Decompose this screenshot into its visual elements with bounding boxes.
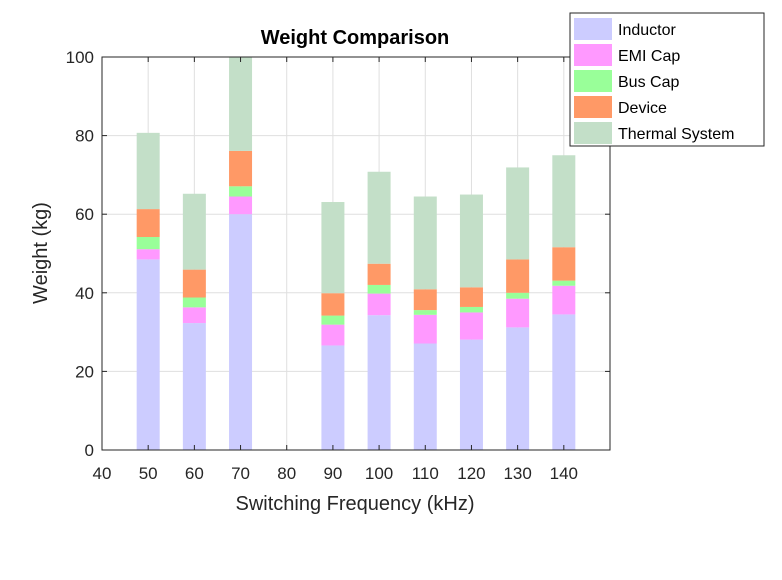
bar-segment-inductor (136, 259, 160, 450)
bar-segment-inductor (367, 315, 391, 450)
bar-segment-thermal-system (321, 202, 345, 294)
x-tick-label: 70 (231, 464, 250, 483)
bar-segment-bus-cap (413, 310, 437, 315)
bar-segment-emi-cap (367, 293, 391, 316)
legend-label: Device (618, 100, 667, 117)
legend-label: EMI Cap (618, 48, 680, 65)
bar-segment-thermal-system (459, 194, 483, 288)
bar-segment-device (136, 209, 160, 237)
bar-segment-thermal-system (552, 155, 576, 248)
bar-segment-bus-cap (367, 284, 391, 294)
bar-segment-inductor (182, 323, 206, 450)
bar-segment-bus-cap (229, 186, 253, 197)
bar-segment-inductor (321, 345, 345, 450)
bar-segment-inductor (413, 343, 437, 450)
y-tick-label: 100 (66, 48, 94, 67)
y-tick-label: 40 (75, 284, 94, 303)
legend-label: Bus Cap (618, 74, 679, 91)
x-axis-label: Switching Frequency (kHz) (236, 493, 475, 515)
x-tick-label: 100 (365, 464, 393, 483)
bar-segment-device (182, 269, 206, 298)
bar-segment-inductor (229, 214, 253, 450)
legend-swatch (574, 70, 612, 92)
bar-segment-thermal-system (506, 167, 530, 260)
x-tick-label: 120 (457, 464, 485, 483)
legend-swatch (574, 96, 612, 118)
bar-segment-thermal-system (136, 132, 160, 210)
bar-segment-emi-cap (459, 312, 483, 340)
x-tick-label: 130 (503, 464, 531, 483)
legend-swatch (574, 18, 612, 40)
bar-segment-inductor (459, 339, 483, 450)
axes-box (101, 56, 611, 451)
y-tick-label: 60 (75, 205, 94, 224)
x-tick-label: 90 (323, 464, 342, 483)
y-tick-label: 80 (75, 127, 94, 146)
bar-segment-emi-cap (229, 196, 253, 215)
bar-segment-thermal-system (182, 193, 206, 270)
bar-segment-bus-cap (182, 297, 206, 308)
x-tick-label: 60 (185, 464, 204, 483)
bar-segment-device (413, 289, 437, 311)
plot-area (102, 57, 610, 450)
bar-segment-inductor (552, 314, 576, 450)
bar-segment-bus-cap (506, 292, 530, 299)
bar-segment-device (552, 247, 576, 281)
bar-segment-device (229, 150, 253, 187)
legend: Inductor EMI Cap Bus Cap Device Thermal Syst… (569, 12, 765, 147)
bar-segment-bus-cap (321, 315, 345, 325)
bar-segment-bus-cap (136, 236, 160, 250)
bar-segment-emi-cap (321, 324, 345, 346)
x-tick-labels: 40 50 60 70 80 90 100 110 120 130 140 (93, 464, 578, 483)
chart-title: Weight Comparison (261, 27, 450, 49)
bar-segment-emi-cap (136, 249, 160, 260)
y-axis-label: Weight (kg) (30, 202, 52, 304)
x-tick-label: 80 (277, 464, 296, 483)
legend-swatch (574, 44, 612, 66)
y-tick-label: 0 (85, 441, 94, 460)
bar-segment-emi-cap (506, 298, 530, 328)
bar-segment-thermal-system (367, 171, 391, 264)
bar-segment-device (321, 293, 345, 316)
y-tick-labels: 0 20 40 60 80 100 (66, 48, 94, 460)
bar-segment-thermal-system (229, 57, 253, 151)
x-tick-label: 40 (93, 464, 112, 483)
bar-segment-device (367, 263, 391, 285)
legend-swatch (574, 122, 612, 144)
bar-segment-thermal-system (413, 196, 437, 290)
bar-segment-device (459, 287, 483, 307)
bars (136, 57, 576, 450)
bar-segment-inductor (506, 327, 530, 450)
bar-segment-device (506, 259, 530, 293)
bar-segment-bus-cap (459, 306, 483, 313)
x-tick-label: 110 (412, 464, 439, 483)
bar-segment-bus-cap (552, 280, 576, 286)
legend-label: Thermal System (618, 126, 734, 143)
bar-segment-emi-cap (413, 314, 437, 344)
y-tick-label: 20 (75, 362, 94, 381)
legend-label: Inductor (618, 22, 676, 39)
x-tick-label: 140 (550, 464, 578, 483)
axes (101, 56, 611, 451)
x-tick-label: 50 (139, 464, 158, 483)
bar-segment-emi-cap (182, 307, 206, 324)
bar-segment-emi-cap (552, 285, 576, 315)
